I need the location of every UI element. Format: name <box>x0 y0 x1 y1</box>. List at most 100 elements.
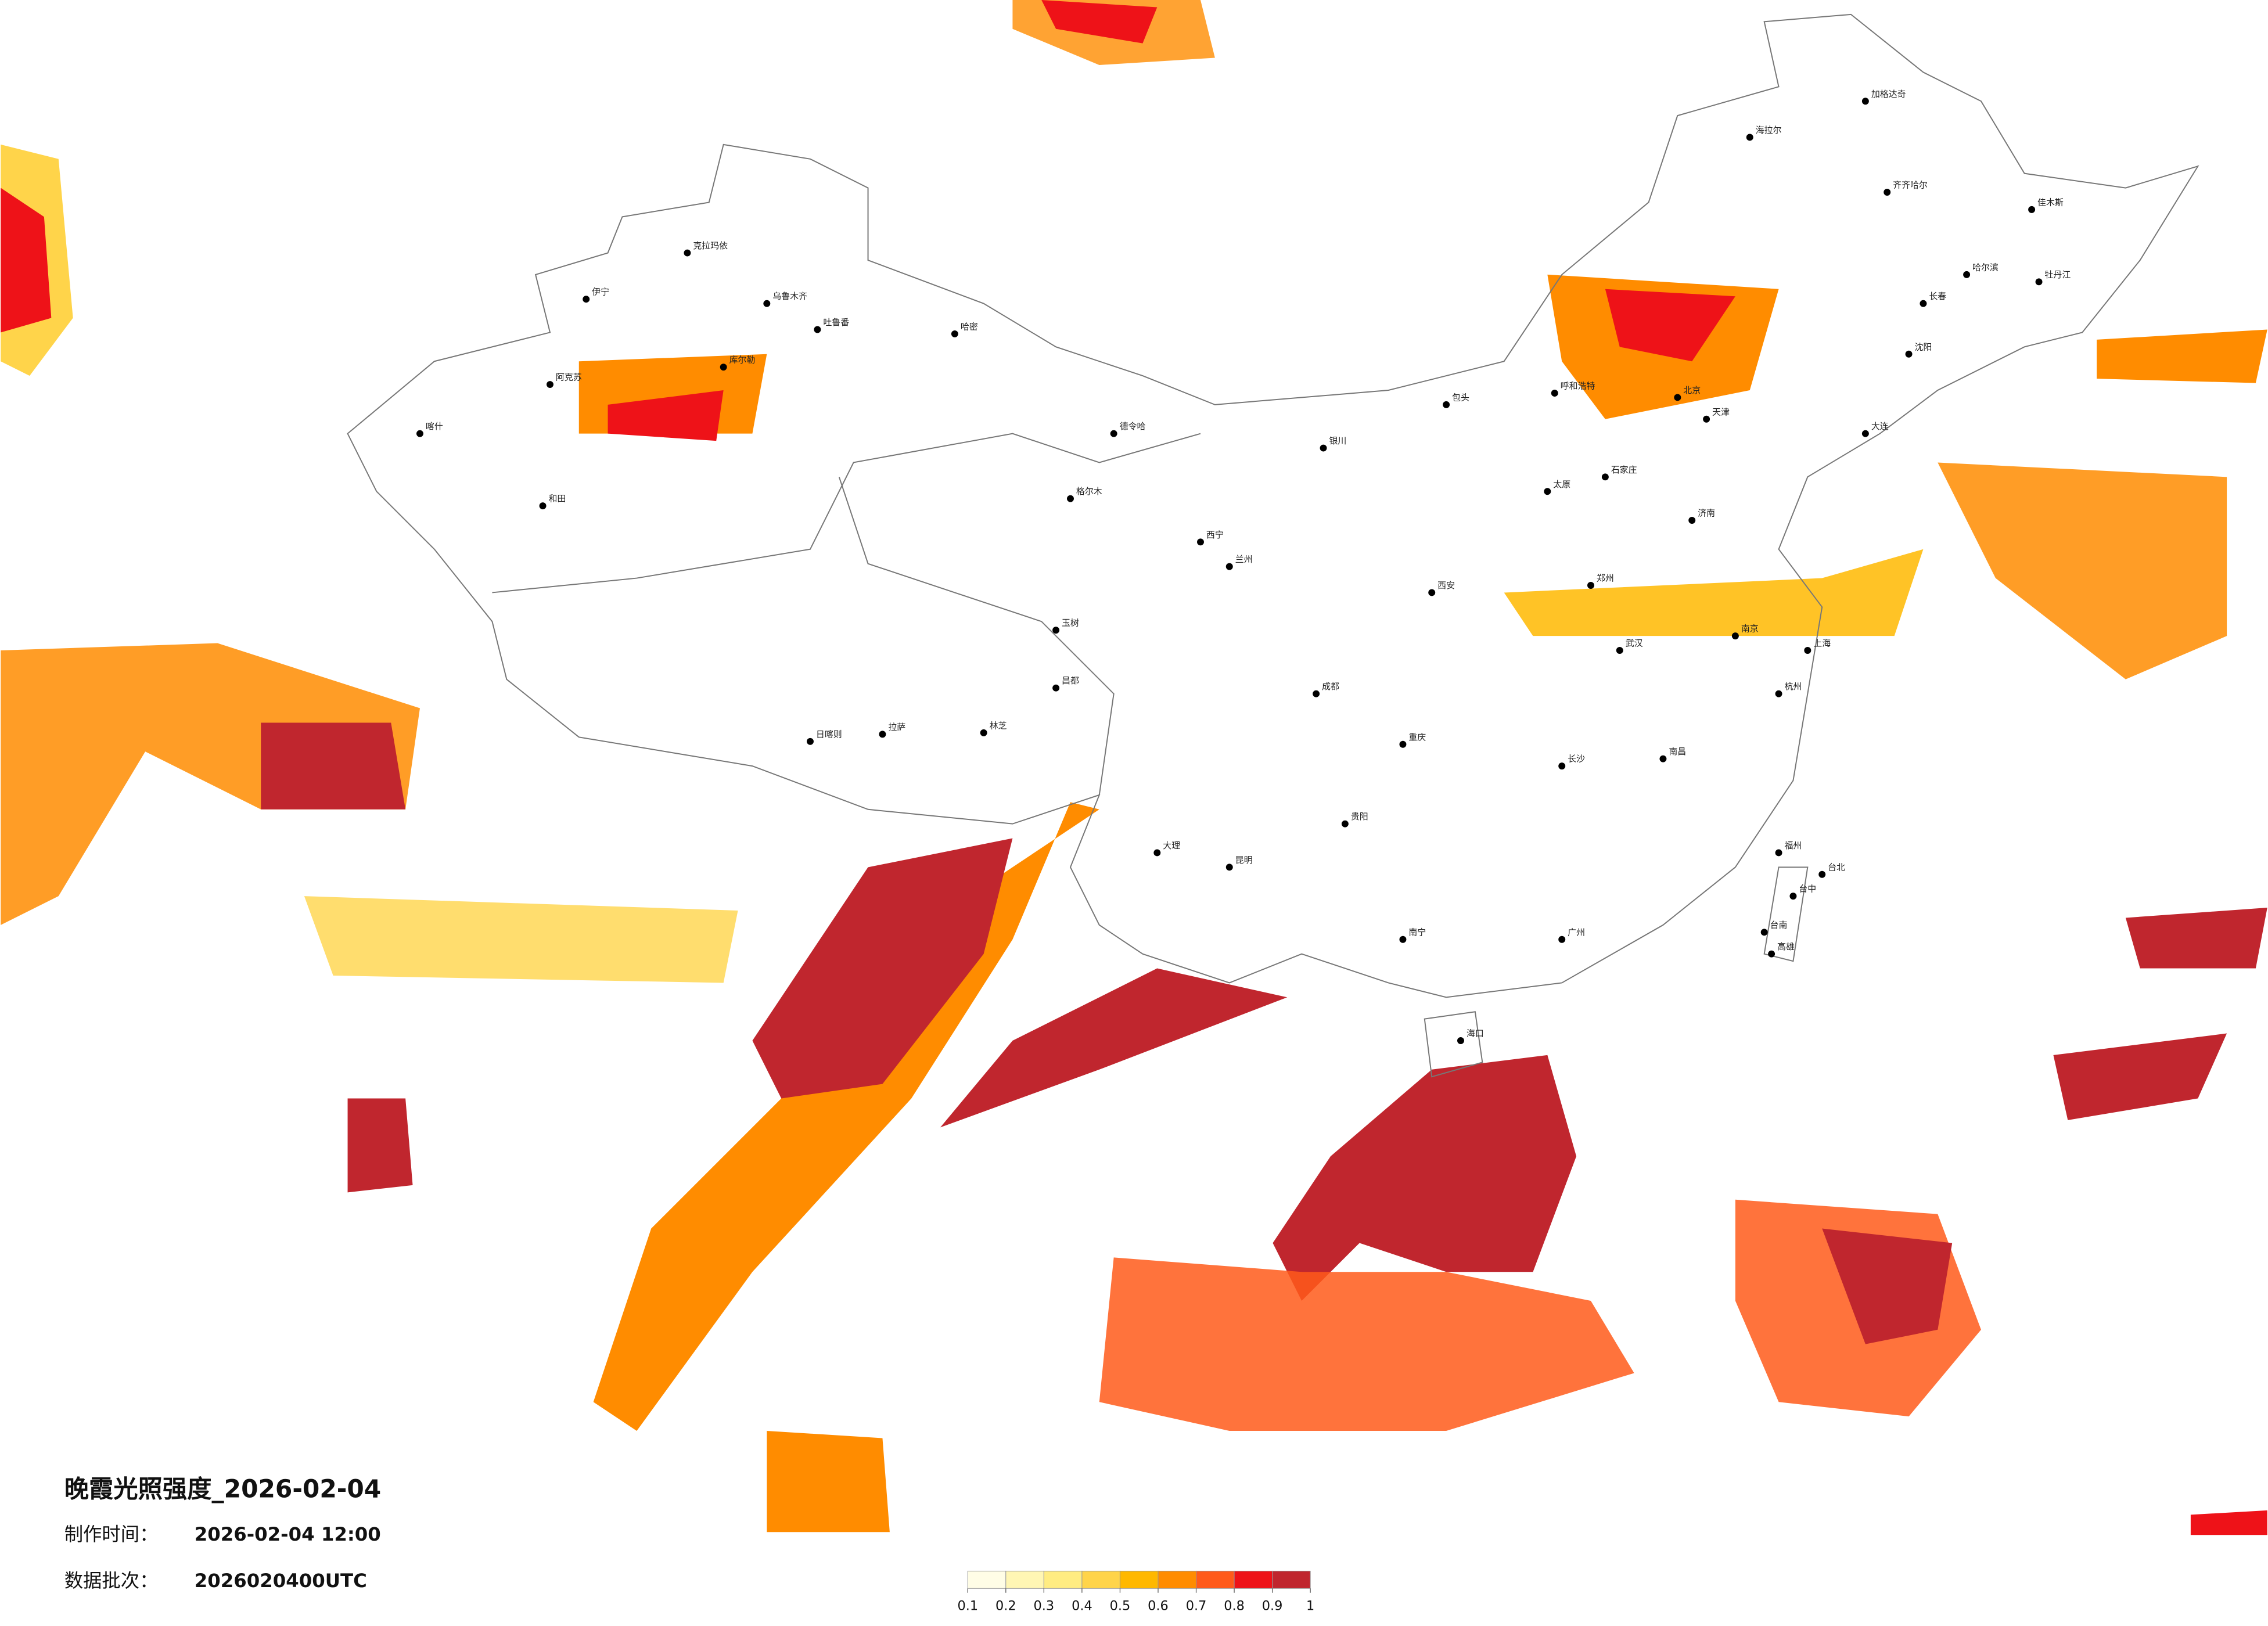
colorbar-tick-label: 0.6 <box>1148 1599 1169 1614</box>
city-dot <box>1703 415 1710 423</box>
city-label: 西宁 <box>1206 530 1224 540</box>
city-dot <box>1558 936 1566 943</box>
city-label: 杭州 <box>1785 681 1802 692</box>
batch-label: 数据批次： <box>64 1570 159 1592</box>
batch: 2026020400UTC <box>195 1570 367 1592</box>
city-label: 昆明 <box>1235 855 1253 865</box>
colorbar-tick-label: 0.5 <box>1110 1599 1131 1614</box>
city-dot <box>1616 647 1623 654</box>
city-label: 济南 <box>1698 508 1715 519</box>
city-label: 台北 <box>1828 862 1845 872</box>
city-dot <box>1861 98 1869 105</box>
city-dot <box>1153 849 1161 857</box>
city-label: 哈尔滨 <box>1972 262 1999 272</box>
city-label: 格尔木 <box>1076 486 1102 497</box>
city-label: 太原 <box>1553 479 1570 490</box>
colorbar-segment <box>1119 1570 1159 1589</box>
city-dot <box>1818 870 1826 878</box>
city-label: 海拉尔 <box>1756 125 1782 135</box>
city-dot <box>1884 189 1891 196</box>
colorbar-segment <box>1158 1570 1197 1589</box>
city-dot <box>1760 929 1768 936</box>
city-label: 福州 <box>1785 840 1802 851</box>
city-label: 克拉玛依 <box>693 240 728 251</box>
city-dot <box>1551 390 1558 397</box>
city-label: 乌鲁木齐 <box>772 291 807 301</box>
city-label: 大理 <box>1163 840 1180 851</box>
city-label: 大连 <box>1871 421 1889 431</box>
city-label: 佳木斯 <box>2037 197 2064 207</box>
colorbar-tick-label: 0.8 <box>1224 1599 1245 1614</box>
city-label: 日喀则 <box>816 729 842 739</box>
city-label: 德令哈 <box>1120 421 1146 431</box>
city-dot <box>1225 864 1233 871</box>
city-label: 西安 <box>1437 580 1455 591</box>
city-label: 上海 <box>1813 638 1831 649</box>
city-label: 成都 <box>1322 681 1339 692</box>
city-dot <box>951 330 958 337</box>
colorbar-tick-label: 0.1 <box>957 1599 978 1614</box>
colorbar-segment <box>1081 1570 1120 1589</box>
city-label: 兰州 <box>1235 554 1253 564</box>
city-label: 郑州 <box>1597 573 1614 584</box>
map-title: 晚霞光照强度_2026-02-04 <box>64 1474 381 1503</box>
city-dot <box>547 381 553 388</box>
colorbar: 0.1 0.2 0.3 0.4 0.5 0.6 0.7 0.8 0.9 1 <box>957 1570 1314 1614</box>
city-dot <box>1197 538 1204 546</box>
city-dot <box>807 738 814 745</box>
colorbar-segment <box>1196 1570 1235 1589</box>
city-label: 南京 <box>1741 624 1759 634</box>
city-dot <box>1688 517 1696 524</box>
city-label: 吐鲁番 <box>823 317 849 328</box>
city-dot <box>1320 444 1327 452</box>
city-dot <box>1313 690 1320 697</box>
city-label: 重庆 <box>1408 732 1426 742</box>
city-dot <box>980 729 987 736</box>
city-label: 齐齐哈尔 <box>1893 180 1928 190</box>
city-label: 和田 <box>549 494 566 504</box>
city-label: 北京 <box>1683 385 1701 395</box>
city-dot <box>1804 647 1811 654</box>
colorbar-segment <box>1005 1570 1044 1589</box>
city-label: 台南 <box>1770 920 1788 930</box>
city-dot <box>583 296 590 303</box>
colorbar-tick-label: 0.4 <box>1072 1599 1092 1614</box>
city-dot <box>2028 206 2036 213</box>
city-label: 石家庄 <box>1611 465 1637 475</box>
city-dot <box>1544 488 1551 495</box>
city-dot <box>1731 632 1739 640</box>
colorbar-segment <box>967 1570 1007 1589</box>
colorbar-tick-label: 0.9 <box>1262 1599 1283 1614</box>
city-dot <box>416 430 423 437</box>
city-label: 玉树 <box>1062 618 1079 628</box>
city-dot <box>1920 300 1927 307</box>
city-dot <box>1399 936 1407 943</box>
city-label: 海口 <box>1467 1028 1484 1039</box>
colorbar-tick-label: 1 <box>1306 1599 1314 1614</box>
city-dot <box>1443 401 1450 408</box>
city-dot <box>1746 134 1753 141</box>
city-dot <box>1052 627 1060 634</box>
city-dot <box>539 502 547 510</box>
colorbar-segment <box>1234 1570 1273 1589</box>
city-label: 南宁 <box>1408 927 1426 937</box>
city-label: 包头 <box>1452 392 1469 402</box>
city-dot <box>1775 690 1782 697</box>
city-dot <box>684 249 691 257</box>
city-label: 加格达奇 <box>1871 89 1906 99</box>
city-label: 林芝 <box>990 720 1007 731</box>
city-dot <box>1674 394 1681 401</box>
city-dot <box>1905 350 1913 358</box>
heat-layer <box>1 0 2267 1535</box>
city-label: 伊宁 <box>592 287 609 297</box>
city-label: 库尔勒 <box>729 355 756 365</box>
city-label: 广州 <box>1568 927 1585 937</box>
city-label: 昌都 <box>1062 675 1079 686</box>
city-dot <box>1558 762 1566 770</box>
city-label: 牡丹江 <box>2045 269 2071 280</box>
city-dot <box>1587 582 1594 589</box>
city-label: 沈阳 <box>1915 341 1932 352</box>
city-dot <box>1963 271 1971 278</box>
city-dot <box>1659 755 1667 762</box>
